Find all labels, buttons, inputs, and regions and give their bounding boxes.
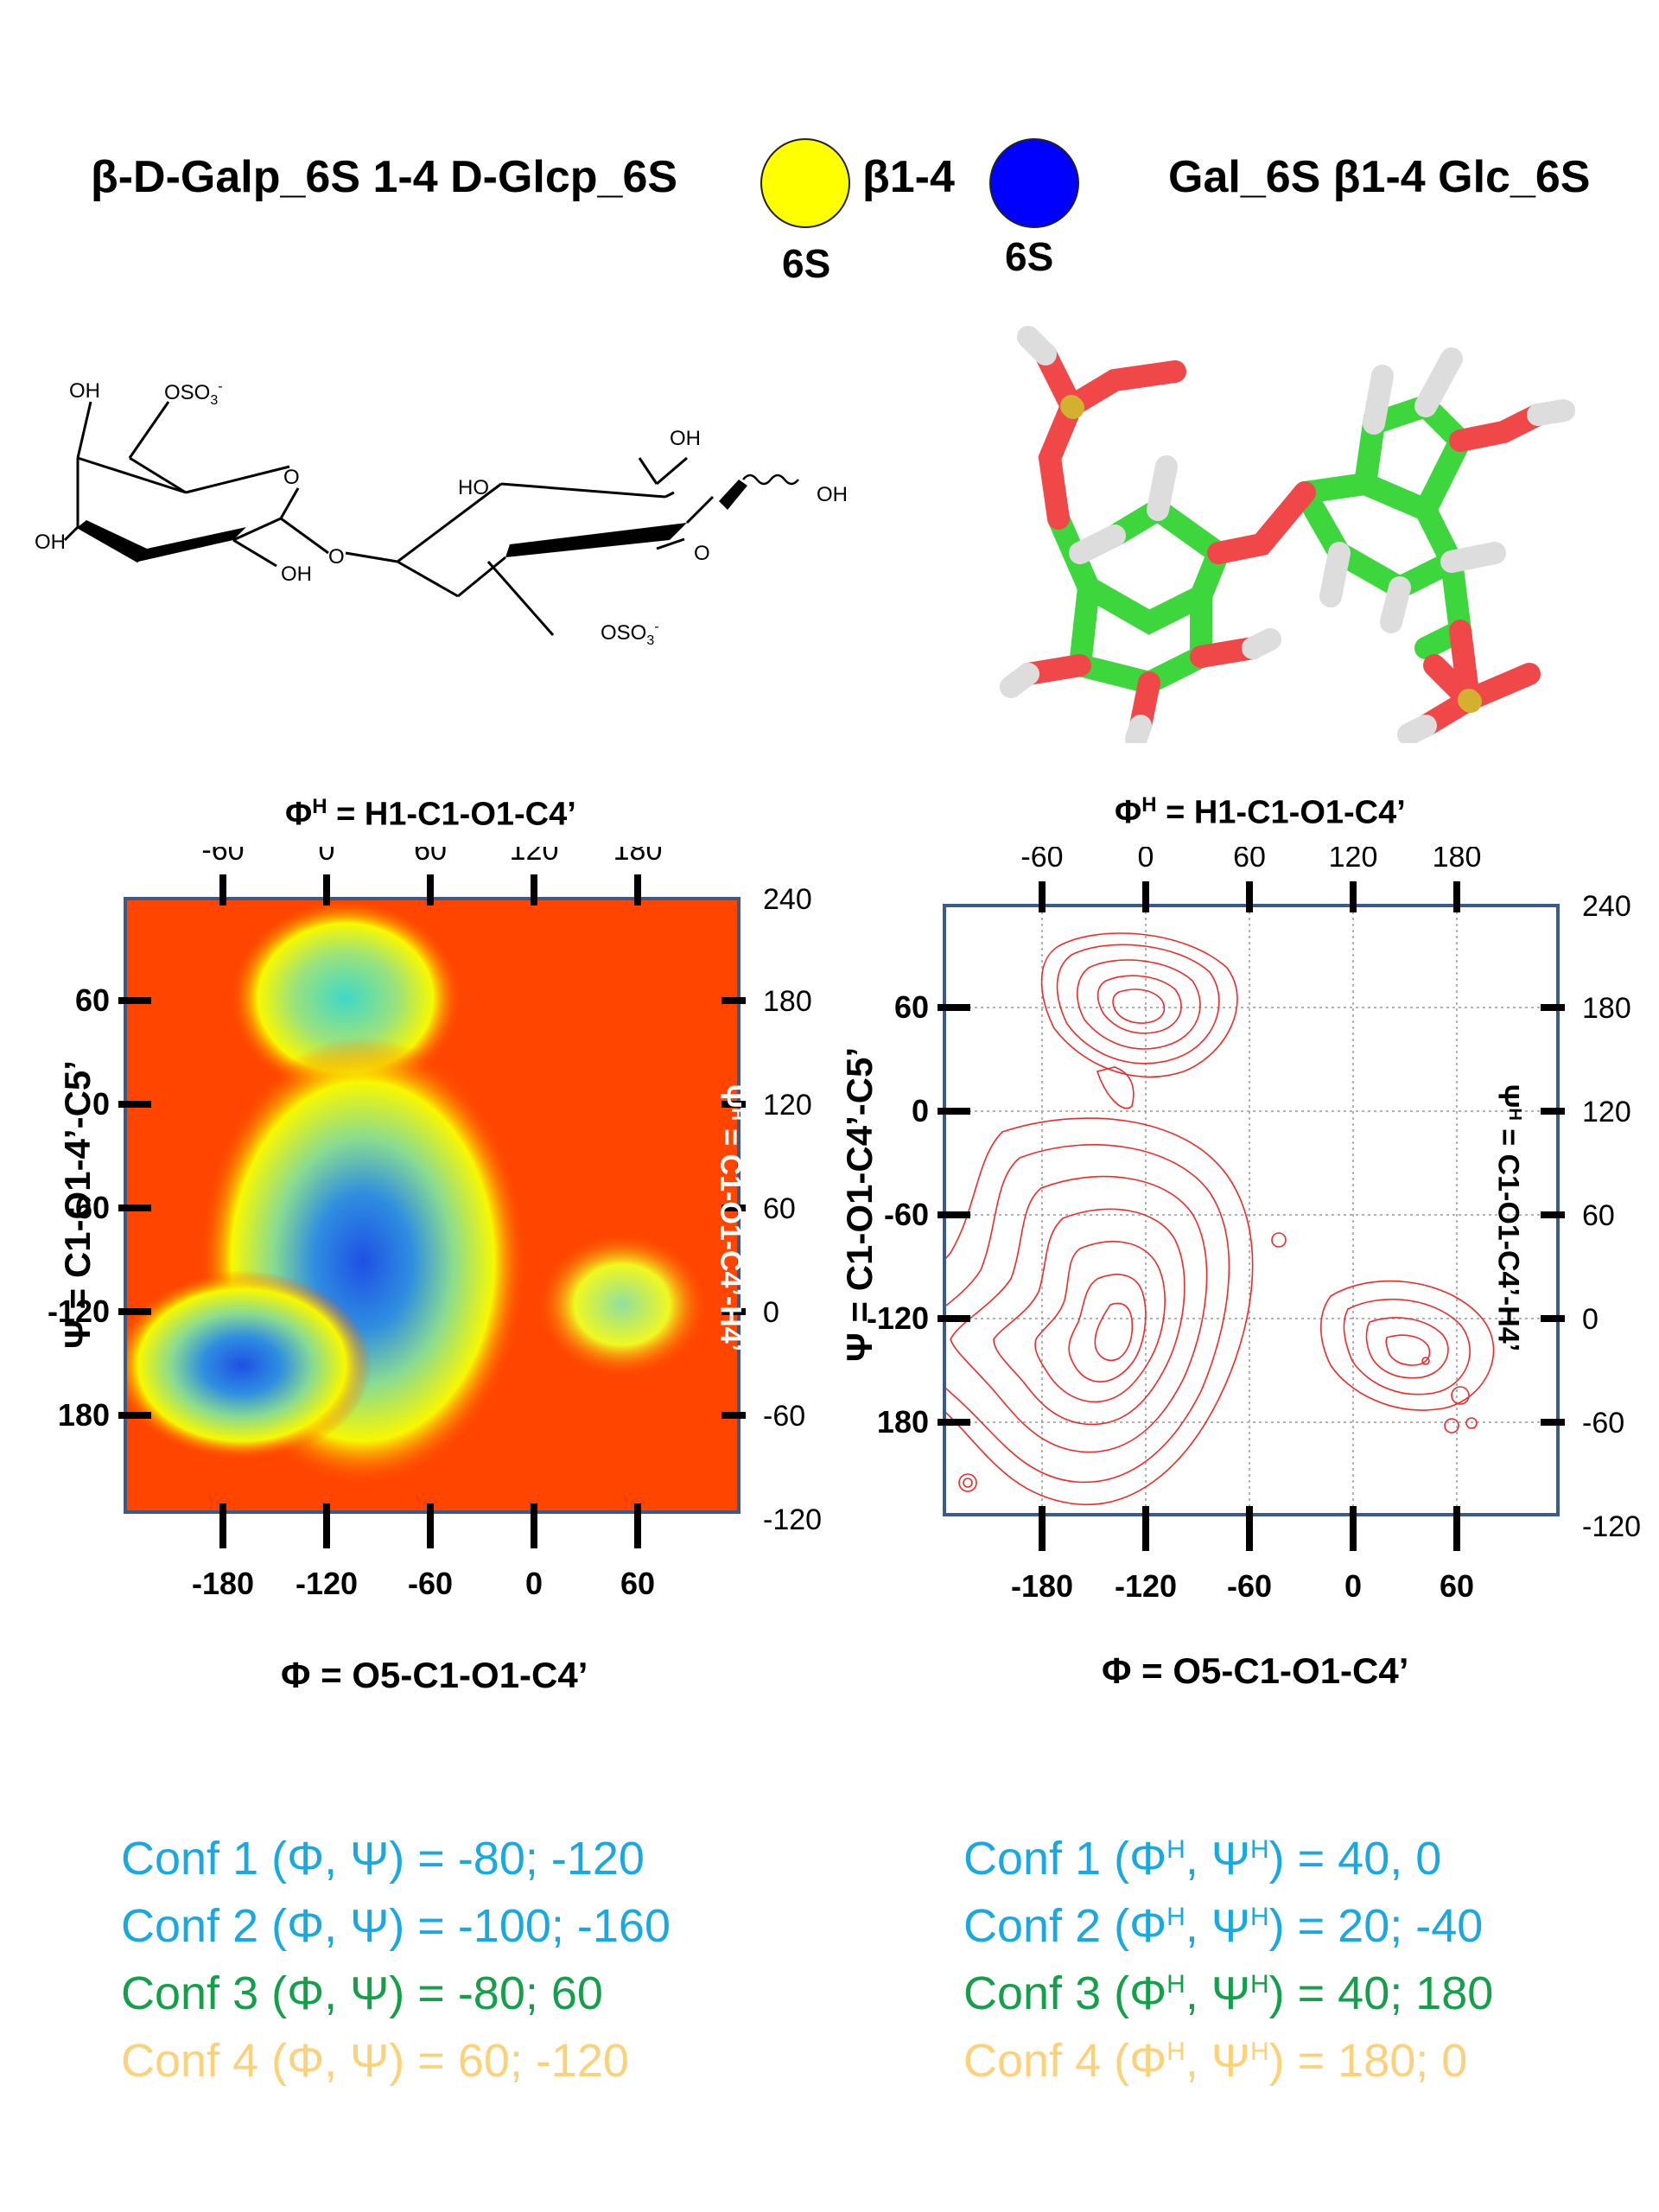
glc-sulfate-label: 6S <box>1005 234 1054 279</box>
top-tick-label: -60 <box>1020 847 1063 874</box>
bottom-tick-label: -60 <box>408 1566 453 1601</box>
right-ramachandran-contour: -60 0 60 120 180 -180 -120 -60 0 60 60 0 -60 -120 180 2… <box>867 847 1641 1604</box>
conf-list-left: Conf 1 (Φ, Ψ) = -80; -120 Conf 2 (Φ, Ψ) … <box>121 1832 671 2101</box>
left-tick-label: 180 <box>58 1397 110 1433</box>
top-tick-label: 60 <box>1233 847 1266 874</box>
right-tick-label: 0 <box>763 1296 779 1329</box>
left-plot-ticks <box>118 874 746 1548</box>
left-plot-tick-labels: -60 0 60 120 180 -180 -120 -60 0 60 60 0 -60 -120 180 2… <box>48 847 822 1601</box>
galactose-symbol <box>760 138 850 228</box>
top-tick-label: 60 <box>414 847 447 867</box>
top-tick-label: 0 <box>319 847 335 867</box>
oh-label-1: OH <box>69 379 100 403</box>
bottom-tick-label: -180 <box>192 1566 254 1601</box>
left-tick-label: -120 <box>867 1300 929 1336</box>
left-tick-label: 60 <box>75 982 110 1018</box>
ring-oxygen-2: O <box>694 542 710 565</box>
ring-oxygen-1: O <box>283 466 300 489</box>
right-tick-label: 60 <box>763 1192 796 1225</box>
right-plot-top-title: ΦH = H1-C1-O1-C4’ <box>1115 793 1406 831</box>
bottom-tick-label: 60 <box>620 1566 655 1601</box>
right-tick-label: 240 <box>763 883 812 916</box>
left-tick-label: -60 <box>884 1197 929 1232</box>
oh-label-2: OH <box>35 531 66 554</box>
left-tick-label: 0 <box>92 1086 110 1122</box>
bottom-tick-label: -120 <box>296 1566 358 1601</box>
bottom-tick-label: 0 <box>525 1566 543 1601</box>
3d-molecule-model <box>1000 326 1575 743</box>
right-plot-ticks <box>938 881 1565 1551</box>
right-tick-label: 120 <box>1582 1096 1631 1128</box>
right-plot-tick-labels: -60 0 60 120 180 -180 -120 -60 0 60 60 0 -60 -120 180 2… <box>867 847 1641 1604</box>
left-title: β-D-Galp_6S 1-4 D-Glcp_6S <box>91 152 678 202</box>
right-tick-label: -120 <box>1582 1510 1641 1543</box>
bottom-tick-label: 60 <box>1440 1568 1474 1604</box>
conf-right-2: Conf 2 (ΦH, ΨH) = 20; -40 <box>963 1900 1484 1952</box>
conf-right-1: Conf 1 (ΦH, ΨH) = 40, 0 <box>963 1833 1442 1885</box>
top-tick-label: 120 <box>1329 847 1378 874</box>
conf-left-4: Conf 4 (Φ, Ψ) = 60; -120 <box>121 2035 629 2087</box>
left-plot-bottom-title: Φ = O5-C1-O1-C4’ <box>281 1655 588 1695</box>
glucose-symbol <box>989 138 1079 228</box>
left-plot-left-title: Ψ = C1-O1-4’-C5’ <box>57 1060 98 1349</box>
right-tick-label: 180 <box>1582 992 1631 1025</box>
right-tick-label: 0 <box>1582 1303 1599 1336</box>
bottom-tick-label: -60 <box>1227 1568 1272 1604</box>
right-tick-label: -60 <box>763 1400 805 1433</box>
conf-left-2: Conf 2 (Φ, Ψ) = -100; -160 <box>121 1900 671 1952</box>
top-tick-label: -60 <box>201 847 244 867</box>
top-tick-label: 180 <box>613 847 663 867</box>
right-plot-grid <box>944 906 1558 1515</box>
top-tick-label: 120 <box>510 847 559 867</box>
right-tick-label: 180 <box>763 985 812 1018</box>
right-plot-contours <box>944 932 1495 1505</box>
right-tick-label: 120 <box>763 1089 812 1122</box>
oh-label-3: OH <box>281 563 312 586</box>
conf-left-3: Conf 3 (Φ, Ψ) = -80; 60 <box>121 1967 603 2019</box>
oh-label-4: OH <box>670 427 701 450</box>
left-tick-label: -60 <box>65 1190 110 1225</box>
sulfate-label-bottom: OSO3- <box>601 620 659 648</box>
right-plot-bottom-title: Φ = O5-C1-O1-C4’ <box>1102 1650 1409 1691</box>
right-plot-right-title: ΨH = C1-O1-C4’-H4’ <box>1491 1084 1525 1352</box>
left-tick-label: 60 <box>894 989 929 1025</box>
bottom-tick-label: -180 <box>1011 1568 1073 1604</box>
left-tick-label: 0 <box>912 1093 929 1128</box>
bottom-tick-label: -120 <box>1115 1568 1177 1604</box>
left-plot-right-title: ΨH = C1-O1-C4’-H4’ <box>714 1084 747 1352</box>
left-plot-top-title: ΦH = H1-C1-O1-C4’ <box>285 795 576 833</box>
top-tick-label: 180 <box>1433 847 1482 874</box>
conf-right-4: Conf 4 (ΦH, ΨH) = 180; 0 <box>963 2035 1468 2087</box>
gal-sulfate-label: 6S <box>782 241 831 286</box>
top-tick-label: 0 <box>1138 847 1154 874</box>
right-tick-label: -60 <box>1582 1407 1624 1440</box>
right-tick-label: 60 <box>1582 1199 1615 1232</box>
bottom-tick-label: 0 <box>1344 1568 1362 1604</box>
oh-label-5: OH <box>817 483 848 506</box>
sulfate-label-top: OSO3- <box>164 379 223 408</box>
left-tick-label: -120 <box>48 1294 110 1329</box>
left-tick-label: 180 <box>877 1404 929 1440</box>
right-tick-label: 240 <box>1582 890 1631 923</box>
right-title: Gal_6S β1-4 Glc_6S <box>1168 152 1591 202</box>
glycosidic-oxygen: O <box>328 545 345 569</box>
ho-label: HO <box>458 476 489 499</box>
conf-list-right: Conf 1 (ΦH, ΨH) = 40, 0 Conf 2 (ΦH, ΨH) … <box>963 1832 1493 2101</box>
left-ramachandran-heatmap: -60 0 60 120 180 -180 -120 -60 0 60 60 0 -60 -120 180 2… <box>48 847 822 1601</box>
right-tick-label: -120 <box>763 1503 822 1536</box>
chemical-structure: OH OSO3- O OH OH O HO OH OH O OSO3- <box>35 379 848 648</box>
linkage-label: β1-4 <box>862 152 955 202</box>
right-plot-left-title: Ψ = C1-O1-C4’-C5’ <box>839 1046 880 1363</box>
conf-right-3: Conf 3 (ΦH, ΨH) = 40; 180 <box>963 1967 1494 2019</box>
conf-left-1: Conf 1 (Φ, Ψ) = -80; -120 <box>121 1833 645 1885</box>
